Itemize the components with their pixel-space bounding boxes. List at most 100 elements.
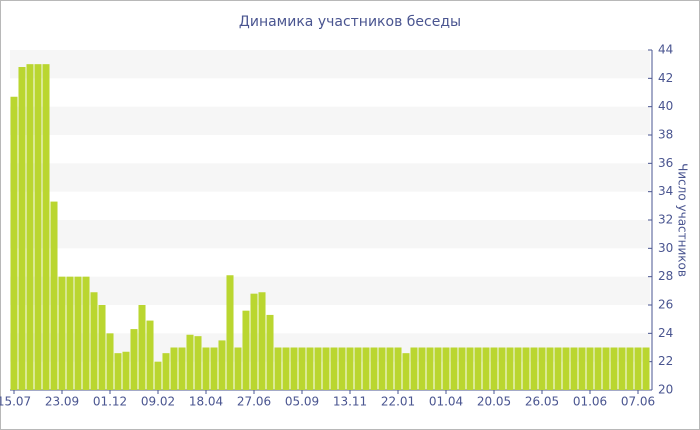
bar [450, 347, 458, 390]
bar [298, 347, 306, 390]
bar [122, 351, 130, 390]
bar [226, 275, 234, 390]
x-tick-label: 07.06 [621, 395, 655, 409]
bar [554, 347, 562, 390]
bar [410, 347, 418, 390]
grid-band [10, 276, 650, 305]
bar [242, 310, 250, 390]
bar [82, 276, 90, 390]
bar [362, 347, 370, 390]
chart-title: Динамика участников беседы [239, 14, 461, 30]
x-tick-label: 27.06 [237, 395, 271, 409]
bar [202, 347, 210, 390]
bar [514, 347, 522, 390]
bar [562, 347, 570, 390]
bar [346, 347, 354, 390]
bar [442, 347, 450, 390]
bar [386, 347, 394, 390]
y-tick-label: 22 [658, 354, 673, 368]
y-axis-label: Число участников [676, 163, 690, 277]
bar [26, 64, 34, 391]
bar [98, 305, 106, 390]
bar [34, 64, 42, 391]
y-tick-label: 26 [658, 298, 673, 312]
bar [322, 347, 330, 390]
bar [114, 353, 122, 390]
bar [498, 347, 506, 390]
bar [266, 314, 274, 390]
bar [170, 347, 178, 390]
bar [530, 347, 538, 390]
bar [610, 347, 618, 390]
x-tick-label: 09.02 [141, 395, 175, 409]
bar [570, 347, 578, 390]
bar [338, 347, 346, 390]
bar [370, 347, 378, 390]
x-tick-label: 22.01 [381, 395, 415, 409]
x-tick-label: 15.07 [0, 395, 31, 409]
bar [146, 320, 154, 390]
y-tick-label: 20 [658, 383, 673, 397]
bar [378, 347, 386, 390]
bar [546, 347, 554, 390]
bar [290, 347, 298, 390]
x-tick-label: 01.06 [573, 395, 607, 409]
bar [506, 347, 514, 390]
bar [578, 347, 586, 390]
bar [18, 67, 26, 390]
bar [306, 347, 314, 390]
bar [178, 347, 186, 390]
bar [42, 64, 50, 391]
x-tick-label: 13.11 [333, 395, 367, 409]
bar [234, 347, 242, 390]
bar [602, 347, 610, 390]
bar [634, 347, 642, 390]
bar [154, 361, 162, 390]
bar [58, 276, 66, 390]
bar [258, 292, 266, 390]
bar [314, 347, 322, 390]
x-tick-label: 01.12 [93, 395, 127, 409]
bar [162, 353, 170, 390]
x-tick-label: 23.09 [45, 395, 79, 409]
y-tick-label: 28 [658, 269, 673, 283]
bar [330, 347, 338, 390]
bar [594, 347, 602, 390]
y-tick-label: 24 [658, 326, 673, 340]
bar [186, 334, 194, 390]
bar [210, 347, 218, 390]
y-tick-label: 36 [658, 156, 673, 170]
bar [458, 347, 466, 390]
bar [522, 347, 530, 390]
bar [106, 333, 114, 390]
bar [66, 276, 74, 390]
bar [466, 347, 474, 390]
bar [474, 347, 482, 390]
bar [490, 347, 498, 390]
x-tick-label: 26.05 [525, 395, 559, 409]
x-tick-label: 20.05 [477, 395, 511, 409]
bar [74, 276, 82, 390]
grid-band [10, 163, 650, 192]
y-tick-label: 44 [658, 43, 673, 57]
y-tick-label: 42 [658, 71, 673, 85]
bar [426, 347, 434, 390]
bar [218, 340, 226, 390]
y-tick-label: 30 [658, 241, 673, 255]
bar [394, 347, 402, 390]
bar [50, 201, 58, 390]
bar [10, 96, 18, 390]
x-tick-label: 01.04 [429, 395, 463, 409]
bar [274, 347, 282, 390]
bar [418, 347, 426, 390]
grid-band [10, 50, 650, 79]
grid-band [10, 220, 650, 249]
y-tick-label: 40 [658, 99, 673, 113]
x-tick-label: 05.09 [285, 395, 319, 409]
bar [642, 347, 650, 390]
bar [250, 293, 258, 390]
grid-band [10, 106, 650, 135]
bar [138, 305, 146, 390]
y-tick-label: 32 [658, 213, 673, 227]
bar [618, 347, 626, 390]
